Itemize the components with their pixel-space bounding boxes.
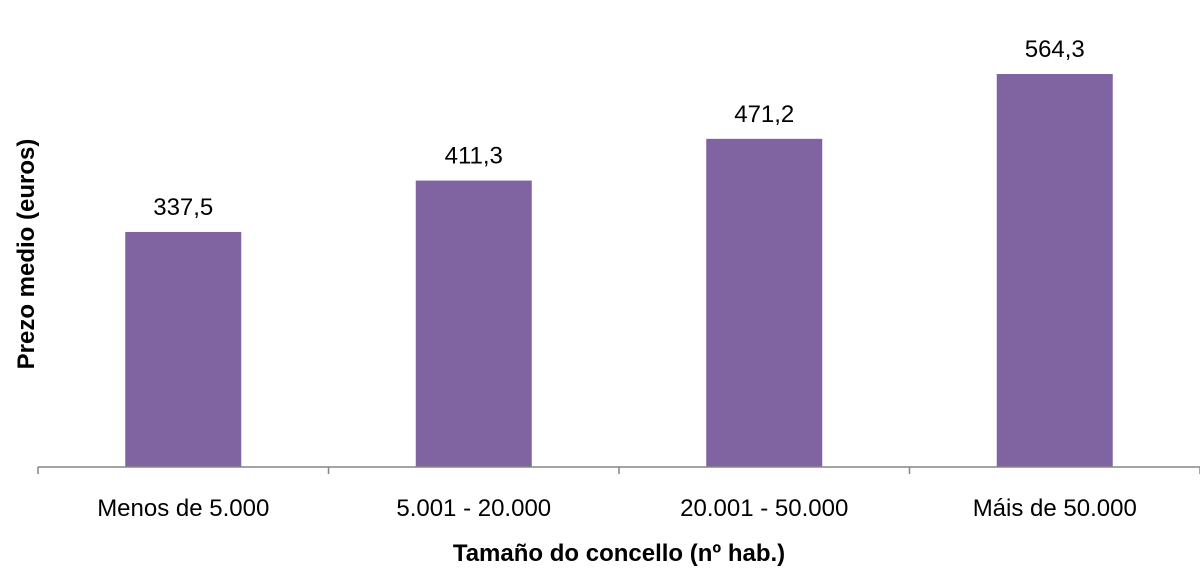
bar-value-label: 564,3 bbox=[1025, 36, 1085, 63]
x-tick-label: 20.001 - 50.000 bbox=[680, 495, 848, 522]
bar bbox=[996, 74, 1113, 467]
bar bbox=[125, 231, 242, 467]
x-tick-labels-group: Menos de 5.000 5.001 - 20.000 20.001 - 50.… bbox=[97, 495, 1137, 522]
bar-value-label: 471,2 bbox=[734, 101, 794, 128]
x-axis-title: Tamaño do concello (nº hab.) bbox=[453, 540, 785, 567]
bar bbox=[706, 138, 823, 467]
value-labels-group: 337,5 411,3 471,2 564,3 bbox=[153, 36, 1085, 221]
x-tick-label: Máis de 50.000 bbox=[973, 495, 1137, 522]
bar bbox=[415, 180, 532, 467]
y-axis-title: Prezo medio (euros) bbox=[13, 139, 40, 370]
bar-value-label: 337,5 bbox=[153, 194, 213, 221]
bar-value-label: 411,3 bbox=[445, 143, 503, 170]
x-tick-label: 5.001 - 20.000 bbox=[396, 495, 551, 522]
x-tick-label: Menos de 5.000 bbox=[97, 495, 269, 522]
x-axis-ticks bbox=[37, 467, 1200, 474]
bars-group bbox=[125, 74, 1113, 467]
